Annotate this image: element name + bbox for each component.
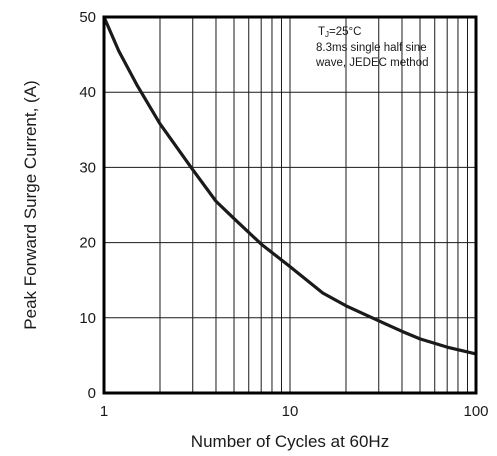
x-tick-label-0: 1 <box>100 403 108 420</box>
test-conditions-annotation: TJ=25°C 8.3ms single half sine wave, JED… <box>315 26 429 69</box>
y-tick-label-2: 20 <box>79 235 96 252</box>
annotation-line-1: TJ=25°C <box>318 26 361 39</box>
plot-frame <box>102 15 478 395</box>
x-tick-label-2: 100 <box>463 403 488 420</box>
surge-current-curve <box>102 15 478 356</box>
y-tick-label-4: 40 <box>79 84 96 101</box>
annotation-line-3: wave, JEDEC method <box>315 57 429 69</box>
y-tick-label-3: 30 <box>79 159 96 176</box>
y-tick-label-1: 10 <box>79 310 96 327</box>
y-axis-title: Peak Forward Surge Current, (A) <box>21 80 40 329</box>
annotation-line-2: 8.3ms single half sine <box>316 42 427 54</box>
y-tick-label-5: 50 <box>79 9 96 26</box>
tick-labels: 1 10 100 0 10 20 30 40 50 <box>79 9 488 420</box>
grid <box>104 17 476 393</box>
y-tick-label-0: 0 <box>88 385 96 402</box>
x-axis-title: Number of Cycles at 60Hz <box>191 432 389 451</box>
x-tick-label-1: 10 <box>282 403 299 420</box>
